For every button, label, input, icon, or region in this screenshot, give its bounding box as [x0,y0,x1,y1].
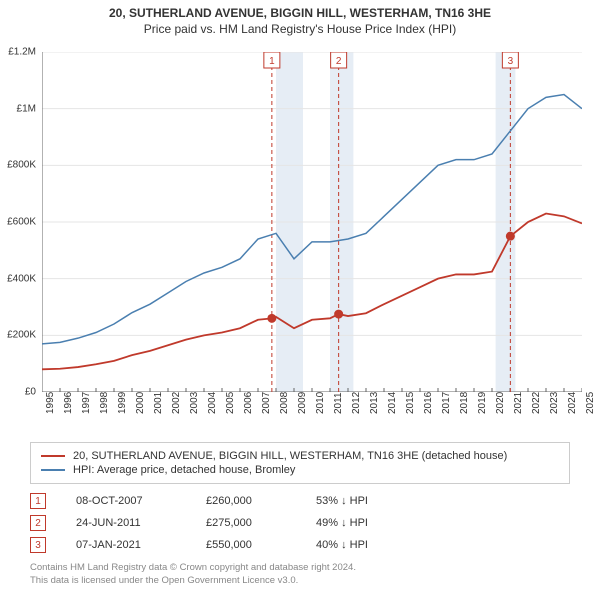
sale-row-price: £260,000 [206,495,286,507]
sale-row: 1 08-OCT-2007 £260,000 53% ↓ HPI [30,490,570,512]
x-tick-label: 2025 [585,392,596,414]
legend-row: 20, SUTHERLAND AVENUE, BIGGIN HILL, WEST… [41,449,559,463]
x-tick-label: 2010 [315,392,326,414]
x-tick-label: 1997 [81,392,92,414]
x-tick-label: 2013 [369,392,380,414]
x-tick-label: 2015 [405,392,416,414]
title-block: 20, SUTHERLAND AVENUE, BIGGIN HILL, WEST… [0,0,600,36]
x-tick-label: 2000 [135,392,146,414]
x-tick-label: 1996 [63,392,74,414]
y-tick-label: £400K [7,273,36,284]
x-tick-label: 2014 [387,392,398,414]
x-tick-label: 2004 [207,392,218,414]
chart-title: 20, SUTHERLAND AVENUE, BIGGIN HILL, WEST… [0,6,600,20]
chart-container: 20, SUTHERLAND AVENUE, BIGGIN HILL, WEST… [0,0,600,590]
y-tick-label: £200K [7,330,36,341]
sale-row-date: 24-JUN-2011 [76,517,176,529]
legend-row: HPI: Average price, detached house, Brom… [41,463,559,477]
x-tick-label: 2020 [495,392,506,414]
sale-row: 2 24-JUN-2011 £275,000 49% ↓ HPI [30,512,570,534]
sale-row-delta: 53% ↓ HPI [316,495,368,507]
x-tick-label: 2006 [243,392,254,414]
footer-line-2: This data is licensed under the Open Gov… [30,575,356,587]
x-tick-label: 1999 [117,392,128,414]
sales-table: 1 08-OCT-2007 £260,000 53% ↓ HPI 2 24-JUN-201… [30,490,570,556]
sale-row-date: 07-JAN-2021 [76,539,176,551]
x-tick-label: 2003 [189,392,200,414]
y-tick-label: £600K [7,217,36,228]
legend-label: HPI: Average price, detached house, Brom… [73,464,295,476]
sale-row-delta: 49% ↓ HPI [316,517,368,529]
x-tick-label: 2011 [333,392,344,414]
chart-legend: 20, SUTHERLAND AVENUE, BIGGIN HILL, WEST… [30,442,570,484]
x-tick-label: 2007 [261,392,272,414]
x-tick-label: 2016 [423,392,434,414]
y-tick-label: £1.2M [8,47,36,58]
sale-point [267,314,276,323]
x-tick-label: 2012 [351,392,362,414]
x-tick-label: 2005 [225,392,236,414]
sale-point [334,310,343,319]
x-tick-label: 1995 [45,392,56,414]
footer-attribution: Contains HM Land Registry data © Crown c… [30,562,356,587]
x-tick-label: 2018 [459,392,470,414]
x-tick-label: 2024 [567,392,578,414]
svg-text:3: 3 [508,56,514,67]
legend-swatch [41,455,65,457]
x-axis-labels: 1995199619971998199920002001200220032004… [42,396,582,436]
legend-label: 20, SUTHERLAND AVENUE, BIGGIN HILL, WEST… [73,450,507,462]
y-tick-label: £800K [7,160,36,171]
y-tick-label: £0 [25,387,36,398]
sale-row-badge: 2 [30,515,46,531]
line-chart: 1 2 3 [42,52,582,392]
x-tick-label: 2017 [441,392,452,414]
svg-text:2: 2 [336,56,342,67]
x-tick-label: 2022 [531,392,542,414]
x-tick-label: 2009 [297,392,308,414]
chart-subtitle: Price paid vs. HM Land Registry's House … [0,22,600,36]
footer-line-1: Contains HM Land Registry data © Crown c… [30,562,356,574]
sale-row-delta: 40% ↓ HPI [316,539,368,551]
sale-row-price: £550,000 [206,539,286,551]
x-tick-label: 2023 [549,392,560,414]
x-tick-label: 2019 [477,392,488,414]
x-tick-label: 2002 [171,392,182,414]
y-tick-label: £1M [17,103,36,114]
sale-point [506,232,515,241]
sale-row-badge: 1 [30,493,46,509]
x-tick-label: 1998 [99,392,110,414]
x-tick-label: 2021 [513,392,524,414]
x-tick-label: 2008 [279,392,290,414]
sale-row-date: 08-OCT-2007 [76,495,176,507]
y-axis-labels: £0£200K£400K£600K£800K£1M£1.2M [0,52,40,392]
sale-row-badge: 3 [30,537,46,553]
sale-row: 3 07-JAN-2021 £550,000 40% ↓ HPI [30,534,570,556]
sale-row-price: £275,000 [206,517,286,529]
svg-text:1: 1 [269,56,275,67]
legend-swatch [41,469,65,471]
x-tick-label: 2001 [153,392,164,414]
